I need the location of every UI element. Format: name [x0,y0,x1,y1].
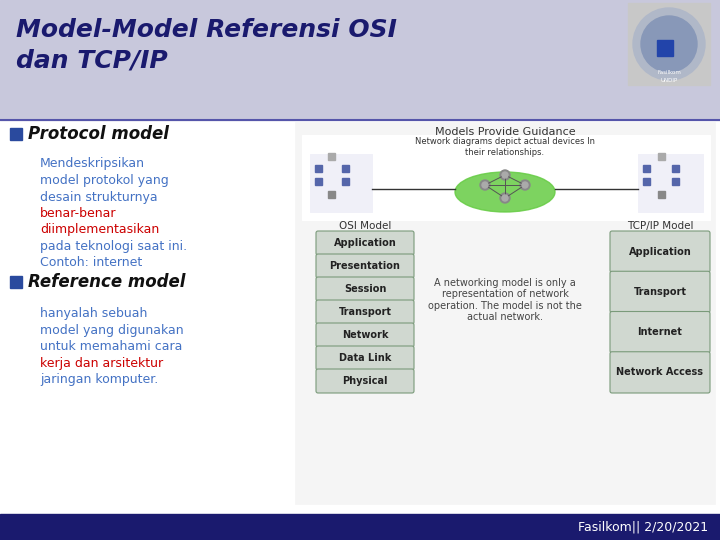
FancyBboxPatch shape [610,312,710,353]
Bar [10,128,22,140]
Text: Presentation: Presentation [330,261,400,271]
Circle shape [522,182,528,188]
FancyBboxPatch shape [316,277,414,301]
Bar [0,514,720,540]
Text: model protokol yang: model protokol yang [40,174,168,187]
Bar [658,153,665,160]
Circle shape [502,195,508,201]
Text: hanyalah sebuah: hanyalah sebuah [40,307,148,321]
Text: untuk memahami cara: untuk memahami cara [40,341,182,354]
Text: Mendeskripsikan: Mendeskripsikan [40,158,145,171]
Bar [638,154,703,212]
Circle shape [633,8,705,80]
FancyBboxPatch shape [316,346,414,370]
FancyBboxPatch shape [316,323,414,347]
Text: Contoh: internet: Contoh: internet [40,256,143,269]
Circle shape [502,172,508,178]
Text: Session: Session [344,284,386,294]
Text: Protocol model: Protocol model [28,125,169,143]
Text: Network diagrams depict actual devices In
their relationships.: Network diagrams depict actual devices I… [415,137,595,157]
Text: UNDIP: UNDIP [660,78,678,83]
Circle shape [500,193,510,203]
Bar [26,160,34,168]
Bar [328,153,335,160]
Text: OSI Model: OSI Model [339,221,391,231]
Text: Models Provide Guidance: Models Provide Guidance [435,127,575,137]
Bar [310,154,372,212]
Text: Network: Network [342,330,388,340]
Text: Data Link: Data Link [339,353,391,363]
Text: desain strukturnya: desain strukturnya [40,191,158,204]
Bar [643,178,650,185]
Bar [658,191,665,198]
Bar [643,165,650,172]
Bar [295,122,715,504]
FancyBboxPatch shape [316,369,414,393]
Text: diimplementasikan: diimplementasikan [40,224,159,237]
Bar [315,165,322,172]
FancyBboxPatch shape [610,231,710,272]
Text: kerja dan arsitektur: kerja dan arsitektur [40,357,163,370]
Text: Physical: Physical [342,376,388,386]
Bar [328,191,335,198]
Text: jaringan komputer.: jaringan komputer. [40,374,158,387]
FancyBboxPatch shape [316,254,414,278]
Text: Reference model: Reference model [28,273,186,291]
Text: pada teknologi saat ini.: pada teknologi saat ini. [40,240,187,253]
Bar [657,40,673,56]
Text: Transport: Transport [338,307,392,317]
Bar [26,310,34,318]
Bar [315,178,322,185]
Text: Fasilkom|| 2/20/2021: Fasilkom|| 2/20/2021 [578,521,708,534]
Bar [10,276,22,288]
Circle shape [480,180,490,190]
Text: model yang digunakan: model yang digunakan [40,324,184,337]
Text: dan TCP/IP: dan TCP/IP [16,48,168,72]
Text: Model-Model Referensi OSI: Model-Model Referensi OSI [16,18,397,42]
Circle shape [482,182,488,188]
FancyBboxPatch shape [316,231,414,255]
Text: Application: Application [333,238,397,248]
FancyBboxPatch shape [316,300,414,324]
Bar [672,178,679,185]
Text: benar-benar: benar-benar [40,207,117,220]
Text: Transport: Transport [634,287,686,297]
Text: A networking model is only a
representation of network
operation. The model is n: A networking model is only a representat… [428,278,582,322]
Text: Application: Application [629,247,691,256]
Circle shape [500,170,510,180]
Bar [0,0,720,120]
Bar [302,135,710,220]
Bar [342,165,349,172]
Text: TCP/IP Model: TCP/IP Model [626,221,693,231]
Bar [342,178,349,185]
Bar [628,3,710,85]
Ellipse shape [455,172,555,212]
Text: Fasilkom: Fasilkom [657,70,681,75]
Bar [672,165,679,172]
Text: Internet: Internet [638,327,683,337]
FancyBboxPatch shape [610,271,710,313]
Text: Network Access: Network Access [616,367,703,377]
FancyBboxPatch shape [610,352,710,393]
Circle shape [641,16,697,72]
Circle shape [520,180,530,190]
